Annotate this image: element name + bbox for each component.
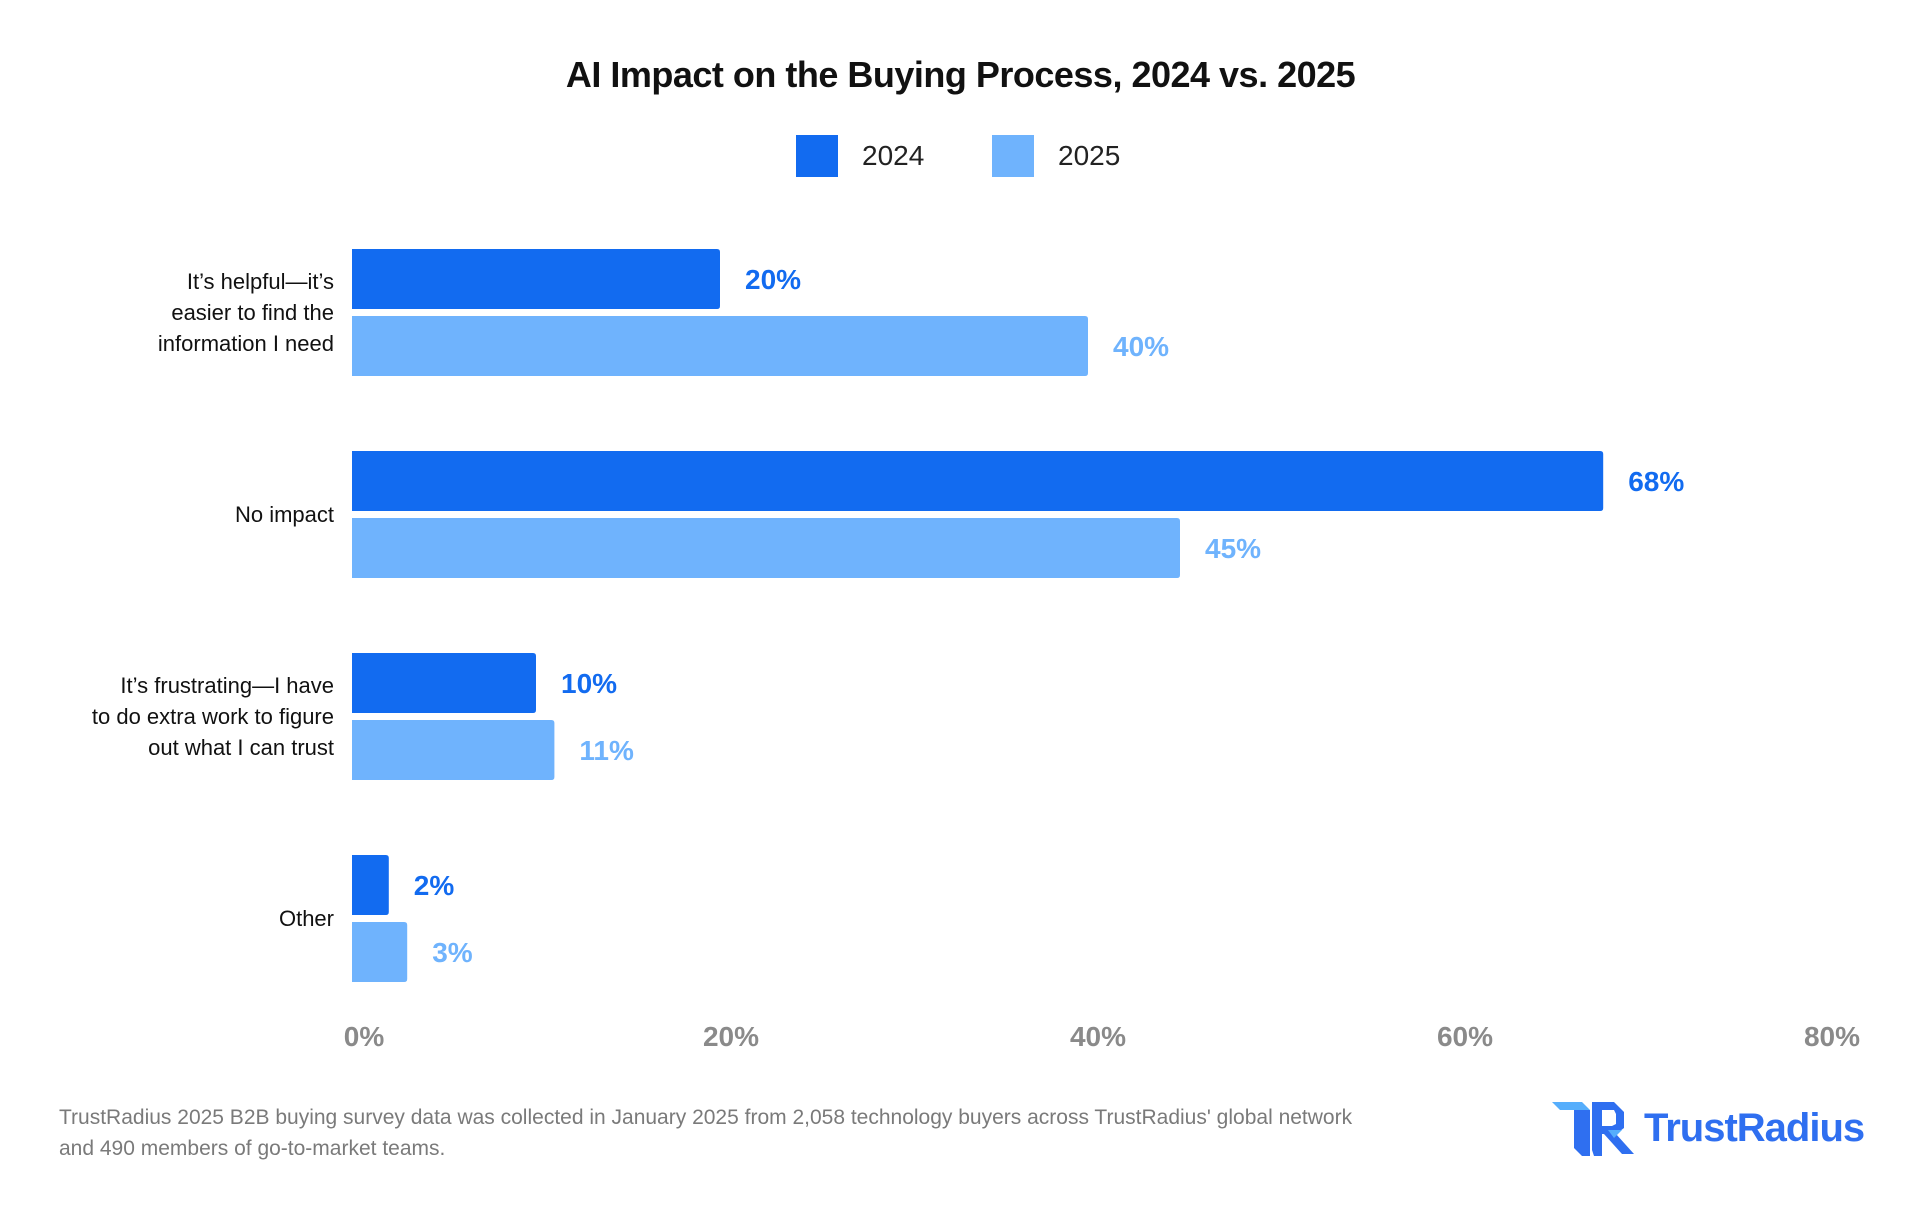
legend-swatch-2024 bbox=[796, 135, 838, 177]
category-label-line: to do extra work to figure bbox=[91, 704, 334, 729]
x-tick-label: 60% bbox=[1437, 1021, 1493, 1052]
x-tick-label: 80% bbox=[1804, 1021, 1860, 1052]
legend-swatch-2025 bbox=[992, 135, 1034, 177]
legend-label: 2025 bbox=[1058, 140, 1121, 171]
category-label-line: It’s frustrating—I have bbox=[120, 673, 334, 698]
category-label: Other bbox=[14, 903, 334, 934]
data-label: 40% bbox=[1113, 331, 1169, 362]
footnote-line: and 490 members of go-to-market teams. bbox=[59, 1137, 446, 1160]
trustradius-logo-icon bbox=[1552, 1102, 1634, 1156]
category-label-line: No impact bbox=[234, 502, 334, 527]
x-tick-label: 40% bbox=[1070, 1021, 1126, 1052]
category-label-line: easier to find the bbox=[171, 300, 334, 325]
bar-2025-2 bbox=[352, 720, 555, 780]
data-label: 45% bbox=[1205, 533, 1261, 564]
bar-2024-1 bbox=[352, 451, 1604, 511]
footnote-line: TrustRadius 2025 B2B buying survey data … bbox=[59, 1106, 1353, 1129]
category-label-line: information I need bbox=[157, 331, 334, 356]
bar-2025-3 bbox=[352, 922, 408, 982]
category-label-line: out what I can trust bbox=[148, 735, 334, 760]
x-tick-label: 20% bbox=[703, 1021, 759, 1052]
data-label: 20% bbox=[745, 264, 801, 295]
data-label: 2% bbox=[414, 870, 455, 901]
bar-2025-1 bbox=[352, 518, 1180, 578]
bar-2024-3 bbox=[352, 855, 389, 915]
data-label: 3% bbox=[432, 937, 473, 968]
data-label: 10% bbox=[561, 668, 617, 699]
data-label: 68% bbox=[1628, 466, 1684, 497]
x-tick-label: 0% bbox=[344, 1021, 385, 1052]
legend-item-2024: 2024 bbox=[796, 135, 924, 177]
footnote: TrustRadius 2025 B2B buying survey data … bbox=[59, 1102, 1509, 1164]
category-label: No impact bbox=[14, 499, 334, 530]
bar-2025-0 bbox=[352, 316, 1088, 376]
category-label: It’s helpful—it’s easier to find the infor… bbox=[14, 266, 334, 359]
category-label: It’s frustrating—I have to do extra work … bbox=[14, 670, 334, 763]
bar-2024-0 bbox=[352, 249, 720, 309]
data-label: 11% bbox=[579, 735, 634, 766]
chart-title: AI Impact on the Buying Process, 2024 vs… bbox=[565, 54, 1356, 95]
category-label-line: It’s helpful—it’s bbox=[186, 269, 334, 294]
legend-label: 2024 bbox=[862, 140, 925, 171]
category-label-line: Other bbox=[278, 906, 334, 931]
bar-2024-2 bbox=[352, 653, 536, 713]
legend-item-2025: 2025 bbox=[992, 135, 1120, 177]
logo-text: TrustRadius bbox=[1644, 1105, 1865, 1150]
trustradius-logo: TrustRadius bbox=[1552, 1100, 1865, 1156]
